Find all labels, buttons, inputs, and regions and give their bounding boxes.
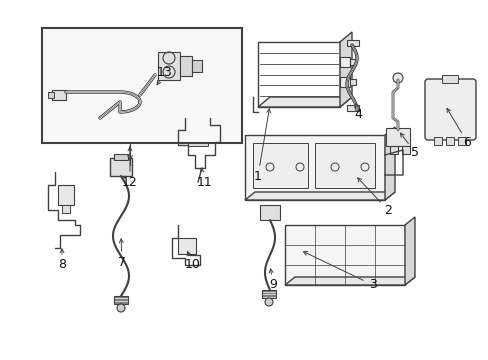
Bar bbox=[346, 40, 358, 46]
Text: 4: 4 bbox=[353, 108, 361, 122]
Text: 13: 13 bbox=[157, 66, 173, 78]
Bar bbox=[252, 143, 307, 188]
Text: 8: 8 bbox=[58, 258, 66, 271]
Bar bbox=[346, 105, 358, 111]
Text: 5: 5 bbox=[410, 145, 418, 158]
Bar bbox=[433, 137, 441, 145]
Text: 9: 9 bbox=[268, 279, 276, 292]
FancyBboxPatch shape bbox=[424, 79, 475, 140]
Bar bbox=[262, 290, 275, 298]
Polygon shape bbox=[258, 42, 339, 107]
Text: 10: 10 bbox=[184, 258, 201, 271]
Bar bbox=[180, 56, 192, 76]
Text: 1: 1 bbox=[254, 170, 262, 183]
Bar bbox=[445, 137, 453, 145]
Bar bbox=[457, 137, 465, 145]
Circle shape bbox=[264, 298, 272, 306]
Text: 7: 7 bbox=[118, 256, 126, 269]
Bar bbox=[187, 130, 207, 146]
Bar bbox=[441, 75, 457, 83]
Bar bbox=[114, 296, 128, 304]
Bar bbox=[339, 77, 349, 87]
Bar bbox=[178, 238, 196, 254]
Bar bbox=[385, 128, 409, 146]
Bar bbox=[349, 59, 355, 65]
Polygon shape bbox=[285, 277, 414, 285]
Bar bbox=[158, 52, 180, 80]
Bar bbox=[52, 90, 66, 100]
Polygon shape bbox=[244, 192, 394, 200]
Bar bbox=[314, 143, 374, 188]
Polygon shape bbox=[404, 217, 414, 285]
Polygon shape bbox=[258, 97, 351, 107]
Bar bbox=[110, 158, 132, 176]
Bar bbox=[42, 28, 242, 143]
Text: 6: 6 bbox=[462, 135, 470, 148]
Polygon shape bbox=[339, 32, 351, 107]
Bar bbox=[192, 60, 202, 72]
Text: 2: 2 bbox=[383, 203, 391, 216]
Text: 3: 3 bbox=[368, 279, 376, 292]
Text: 11: 11 bbox=[197, 175, 212, 189]
Bar bbox=[48, 92, 54, 98]
Polygon shape bbox=[244, 135, 384, 200]
Text: 12: 12 bbox=[122, 175, 138, 189]
Circle shape bbox=[392, 73, 402, 83]
Bar bbox=[62, 205, 70, 213]
Polygon shape bbox=[285, 225, 404, 285]
Bar bbox=[349, 79, 355, 85]
Bar bbox=[339, 57, 349, 67]
Bar bbox=[260, 205, 280, 220]
Circle shape bbox=[117, 304, 125, 312]
Bar bbox=[389, 146, 397, 154]
Bar bbox=[114, 154, 128, 160]
Polygon shape bbox=[384, 127, 394, 200]
Bar bbox=[401, 146, 409, 154]
Bar bbox=[58, 185, 74, 205]
